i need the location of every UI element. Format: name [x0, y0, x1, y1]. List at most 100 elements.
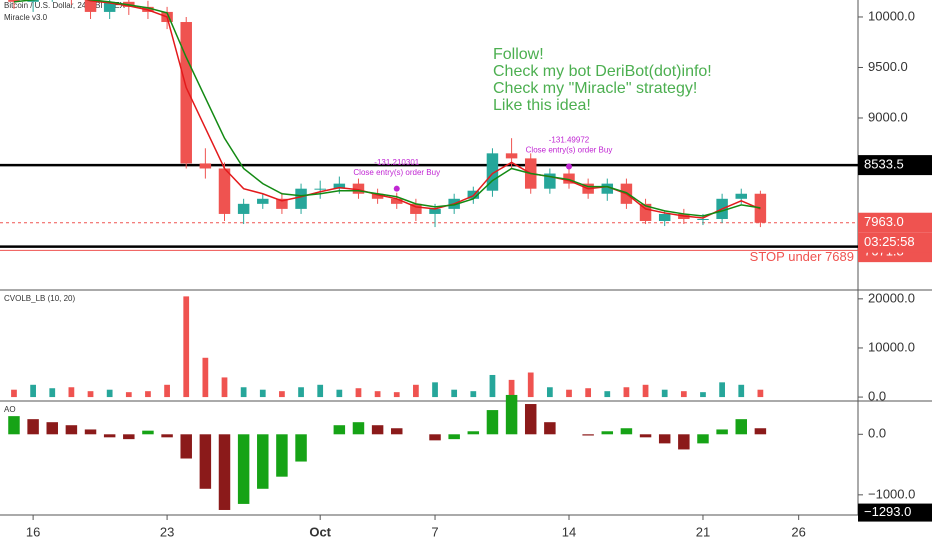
ao-bar [429, 434, 441, 441]
ao-bar [486, 410, 499, 435]
ao-bar [467, 431, 480, 435]
ao-bar [180, 434, 192, 459]
volume-bar [680, 391, 687, 398]
ao-bar [161, 434, 173, 438]
ao-bar [333, 425, 346, 435]
ao-bar [371, 425, 384, 435]
volume-bar [145, 391, 151, 398]
volume-bar [451, 389, 458, 398]
volume-bar [30, 384, 36, 398]
level-box [858, 212, 932, 233]
stop-text: STOP under 7689 [750, 249, 854, 264]
trade-marker [393, 185, 400, 192]
ao-bar [218, 434, 231, 510]
volume-bar [432, 382, 438, 398]
candle-body [410, 203, 422, 214]
volume-name: CVOLB_LB (10, 20) [4, 294, 75, 303]
candle-body [486, 153, 499, 191]
level-label: 8533.5 [864, 157, 904, 172]
ma-line [13, 0, 761, 217]
candle-body [237, 203, 250, 214]
ao-bar [65, 425, 78, 435]
volume-bar [413, 384, 419, 398]
level-label: 7963.0 [864, 214, 904, 229]
ao-bar [601, 431, 614, 435]
volume-bar [336, 389, 343, 398]
ao-bar [524, 404, 537, 435]
volume-bar [106, 389, 113, 398]
level-box [858, 155, 932, 176]
volume-bar [489, 374, 496, 398]
ao-bar [716, 429, 728, 435]
ao-bar [237, 434, 250, 504]
candle-body [218, 168, 231, 214]
volume-bar [125, 392, 132, 398]
candle-body [352, 183, 365, 194]
volume-bar [202, 357, 209, 398]
x-tick-label: Oct [309, 524, 331, 539]
volume-bar [68, 387, 75, 398]
volume-bar [757, 389, 764, 398]
candle-body [103, 1, 116, 12]
trade-text: Close entry(s) order Buy [526, 146, 613, 155]
header: Bitcoin / U.S. Dollar, 240, BITMEX [4, 1, 126, 10]
volume-bar [317, 384, 324, 398]
ao-bar [735, 419, 747, 435]
candle-body [391, 198, 403, 204]
volume-bar [470, 391, 477, 398]
y-tick-label: 10000.0 [868, 8, 915, 23]
ao-bar [295, 434, 307, 462]
ao-bar [658, 434, 671, 444]
y-tick-label: 9500.0 [868, 59, 908, 74]
ao-bar [754, 428, 767, 435]
ao-bar [505, 394, 518, 435]
ao-bar [678, 434, 690, 450]
candle-body [295, 188, 307, 209]
ao-bar [391, 428, 403, 435]
volume-bar [221, 377, 228, 398]
volume-bar [585, 388, 592, 398]
volume-bar [661, 389, 668, 398]
volume-bar [183, 296, 190, 398]
candle-body [8, 0, 20, 2]
ma-line [85, 0, 761, 219]
y-tick-label: 0.0 [868, 389, 886, 404]
volume-bar [604, 391, 611, 398]
ao-name: AO [4, 405, 16, 414]
ao-bar [8, 416, 20, 435]
indicator-name: Miracle v3.0 [4, 13, 48, 22]
volume-bar [164, 384, 170, 398]
candle-body [563, 173, 575, 184]
volume-bar [546, 387, 553, 398]
volume-bar [298, 387, 304, 398]
x-tick-label: 26 [791, 524, 805, 539]
ao-bar [582, 434, 594, 436]
volume-bar [527, 372, 534, 398]
annotation-line: Like this idea! [493, 97, 591, 114]
volume-bar [374, 391, 381, 398]
candle-body [429, 208, 441, 214]
trade-pnl: -131.49972 [549, 136, 590, 145]
candle-body [333, 183, 346, 189]
candle-body [735, 193, 747, 199]
candle-body [658, 213, 671, 222]
candle-body [544, 173, 556, 189]
volume-bar [87, 391, 94, 398]
ao-bar [639, 434, 652, 438]
volume-bar [259, 389, 266, 398]
annotation-line: Check my bot DeriBot(dot)info! [493, 63, 712, 80]
volume-bar [393, 392, 400, 398]
candle-body [639, 203, 652, 222]
volume-bar [700, 392, 706, 398]
volume-bar [719, 382, 725, 398]
y-tick-label: 20000.0 [868, 290, 915, 305]
candle-body [84, 0, 97, 12]
volume-bar [11, 389, 17, 398]
ao-bar [544, 422, 556, 435]
x-tick-label: 23 [160, 524, 174, 539]
volume-bar [642, 384, 649, 398]
ao-bar [257, 434, 269, 489]
candle-body [27, 0, 39, 2]
